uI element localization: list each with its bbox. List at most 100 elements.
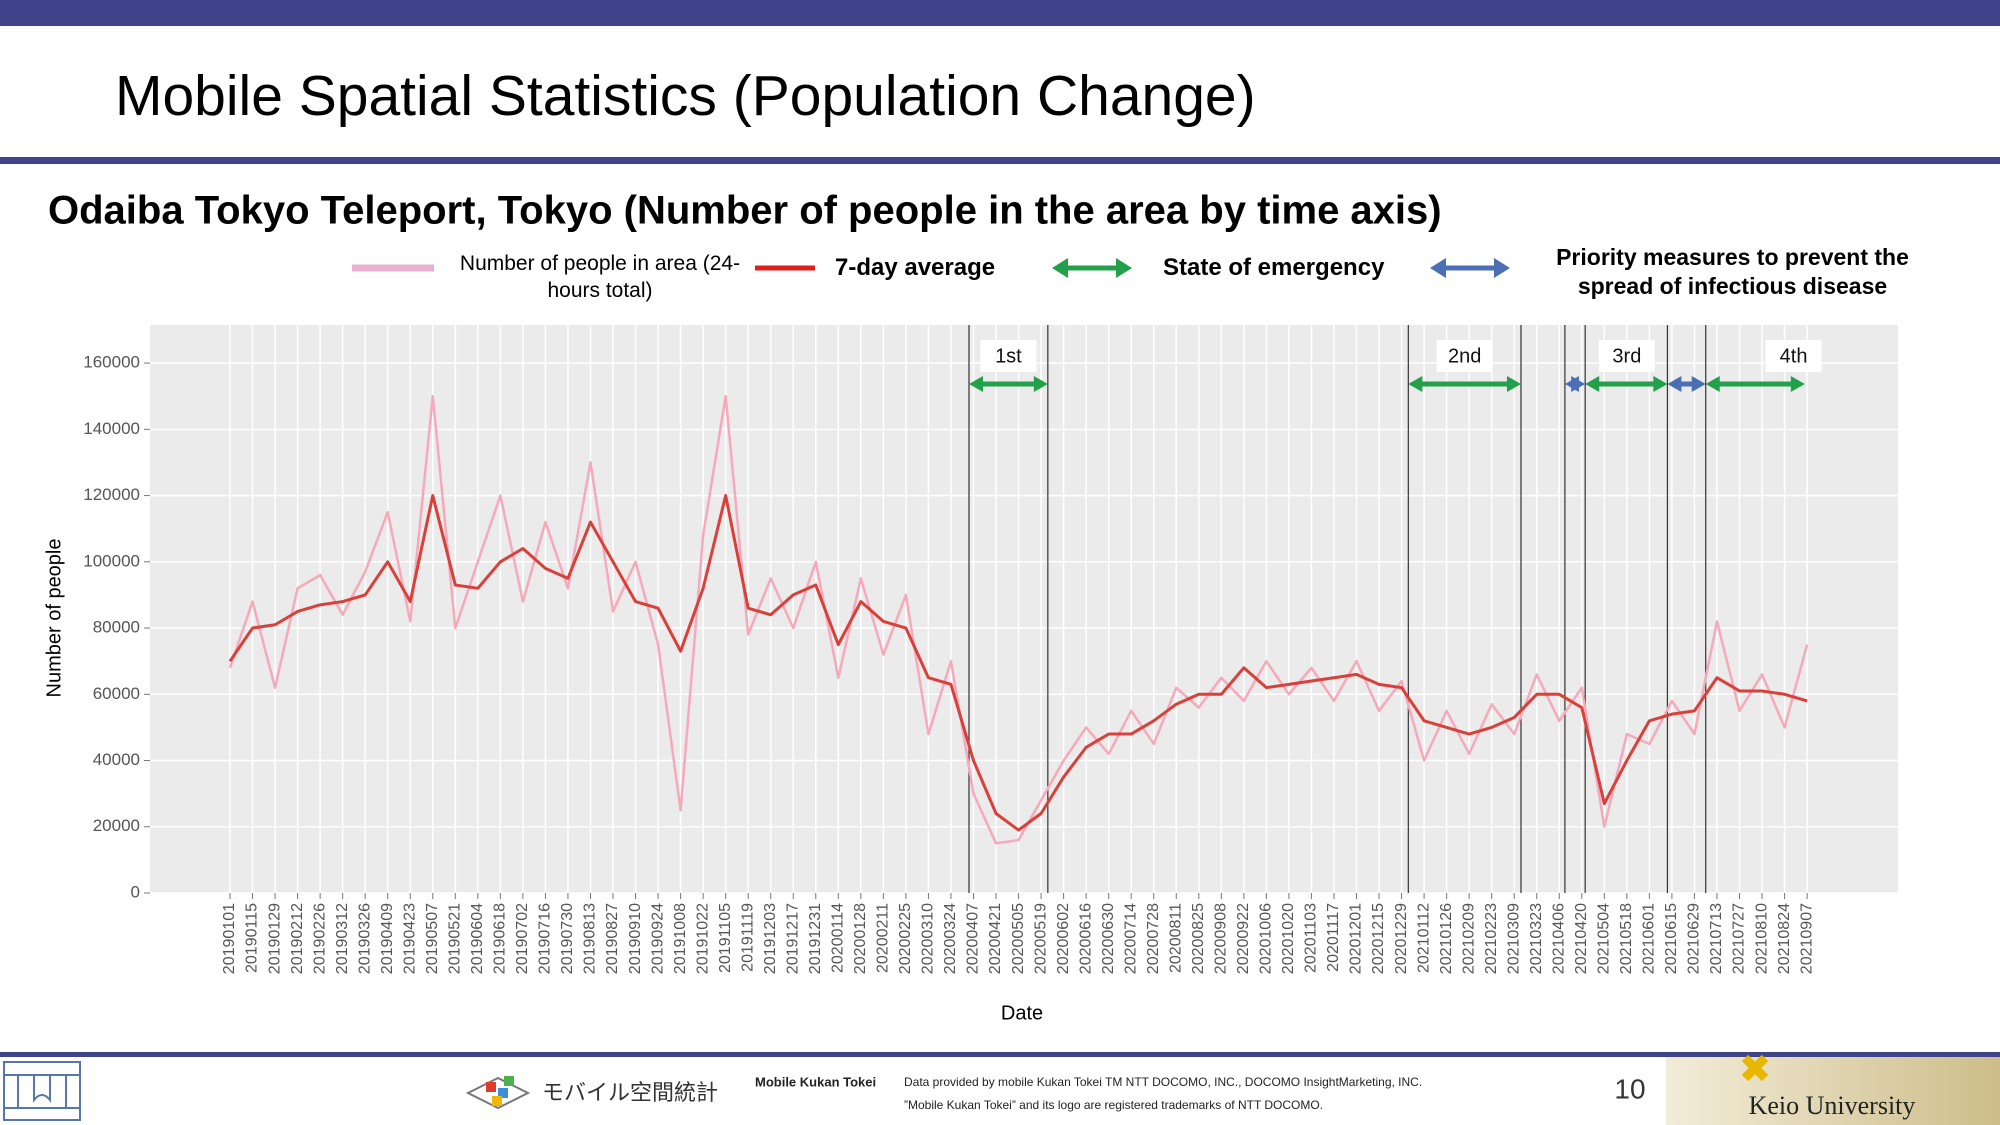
x-tick-label: 20190312 [334, 903, 351, 974]
x-tick-label: 20200714 [1122, 903, 1139, 974]
x-tick-label: 20210518 [1618, 903, 1635, 974]
arrow-head [1691, 376, 1706, 392]
page-number: 10 [1614, 1073, 1645, 1104]
legend-emergency-arrow [1052, 258, 1132, 278]
arrow-head [1033, 376, 1048, 392]
x-tick-label: 20200519 [1032, 903, 1049, 974]
x-tick-label: 20210126 [1438, 903, 1455, 974]
arrow-head [1585, 376, 1600, 392]
x-tick-label: 20210601 [1641, 903, 1658, 974]
x-tick-label: 20190618 [492, 903, 509, 974]
x-tick-label: 20190924 [649, 903, 666, 974]
period-box [1598, 340, 1655, 372]
footer-brand: Mobile Kukan Tokei [755, 1074, 876, 1089]
x-tick-label: 20200616 [1077, 903, 1094, 974]
y-tick-label: 140000 [83, 419, 140, 438]
title-rule [0, 157, 2000, 164]
x-tick-label: 20201103 [1303, 903, 1320, 973]
x-tick-label: 20210504 [1596, 903, 1613, 974]
mkt-logo [465, 1076, 531, 1110]
x-tick-label: 20210223 [1483, 903, 1500, 974]
y-tick-label: 60000 [93, 684, 140, 703]
x-tick-label: 20210309 [1505, 903, 1522, 974]
y-tick-label: 40000 [93, 750, 140, 769]
y-tick-label: 100000 [83, 551, 140, 570]
x-tick-label: 20200922 [1235, 903, 1252, 974]
y-axis-label: Number of people [43, 539, 65, 698]
arrow-head [968, 376, 983, 392]
x-tick-label: 20201229 [1393, 903, 1410, 974]
x-tick-label: 20201006 [1258, 903, 1275, 974]
x-tick-label: 20191217 [784, 903, 801, 974]
x-tick-label: 20210629 [1686, 903, 1703, 974]
x-tick-label: 20200811 [1167, 903, 1184, 973]
x-tick-label: 20210406 [1550, 903, 1567, 974]
x-tick-label: 20191231 [807, 903, 824, 974]
x-tick-label: 20190702 [514, 903, 531, 974]
x-tick-label: 20210112 [1415, 903, 1432, 973]
x-tick-label: 20190101 [221, 903, 238, 974]
x-tick-label: 20190827 [604, 903, 621, 974]
period-box [1765, 340, 1822, 372]
x-tick-label: 20190115 [244, 903, 261, 973]
x-tick-label: 20190813 [582, 903, 599, 974]
footer-credit: ”Mobile Kukan Tokei” and its logo are re… [904, 1098, 1323, 1112]
x-tick-label: 20190716 [537, 903, 554, 974]
footer-credit: Data provided by mobile Kukan Tokei TM N… [904, 1075, 1422, 1089]
x-tick-label: 20210907 [1798, 903, 1815, 974]
period-label: 4th [1780, 345, 1808, 367]
x-tick-label: 20210810 [1753, 903, 1770, 974]
legend-label: Priority measures to prevent the spread … [1556, 244, 1909, 299]
y-tick-label: 80000 [93, 618, 140, 637]
slide-title: Mobile Spatial Statistics (Population Ch… [115, 64, 1256, 128]
x-tick-label: 20190730 [559, 903, 576, 974]
period-label: 2nd [1448, 345, 1481, 367]
x-tick-label: 20190326 [356, 903, 373, 974]
x-tick-label: 20200728 [1145, 903, 1162, 974]
x-tick-label: 20190604 [469, 903, 486, 974]
y-tick-label: 20000 [93, 816, 140, 835]
x-tick-label: 20210420 [1573, 903, 1590, 974]
x-tick-label: 20190129 [266, 903, 283, 974]
x-tick-label: 20191105 [717, 903, 734, 973]
x-tick-label: 20200128 [852, 903, 869, 974]
legend-label: 7-day average [835, 254, 996, 281]
x-tick-label: 20200211 [875, 903, 892, 973]
x-tick-label: 20190423 [401, 903, 418, 974]
top-bar [0, 0, 2000, 26]
x-tick-label: 20190507 [424, 903, 441, 974]
x-tick-label: 20190521 [447, 903, 464, 974]
x-tick-label: 20210713 [1708, 903, 1725, 974]
x-tick-label: 20200407 [965, 903, 982, 974]
x-tick-label: 20190212 [289, 903, 306, 974]
arrow-head [1667, 376, 1682, 392]
x-axis-label: Date [1001, 1002, 1043, 1024]
chart-title: Odaiba Tokyo Teleport, Tokyo (Number of … [48, 189, 1442, 233]
keio-name: Keio University [1749, 1091, 1916, 1120]
y-tick-label: 160000 [83, 353, 140, 372]
x-tick-label: 20210824 [1776, 903, 1793, 974]
x-tick-label: 20201020 [1280, 903, 1297, 974]
left-logo [3, 1061, 81, 1121]
x-tick-label: 20190226 [311, 903, 328, 974]
x-tick-label: 20200825 [1190, 903, 1207, 974]
legend-label: Number of people in area (24-hours total… [459, 252, 741, 302]
x-tick-label: 20201201 [1348, 903, 1365, 974]
x-tick-label: 20190409 [379, 903, 396, 974]
footer-logo-text: モバイル空間統計 [542, 1080, 718, 1105]
series-line [228, 494, 1808, 832]
x-tick-label: 20210727 [1731, 903, 1748, 974]
x-tick-label: 20210323 [1528, 903, 1545, 974]
x-tick-label: 20200114 [830, 903, 847, 973]
y-tick-label: 0 [131, 882, 140, 901]
x-tick-label: 20200310 [920, 903, 937, 974]
period-label: 1st [995, 345, 1022, 367]
arrow-head [1705, 376, 1720, 392]
x-tick-label: 20200225 [897, 903, 914, 974]
keio-box [1666, 1057, 2000, 1125]
x-tick-label: 20200630 [1100, 903, 1117, 974]
period-box [1436, 340, 1493, 372]
arrow-head [1790, 376, 1805, 392]
arrow-head [1506, 376, 1521, 392]
